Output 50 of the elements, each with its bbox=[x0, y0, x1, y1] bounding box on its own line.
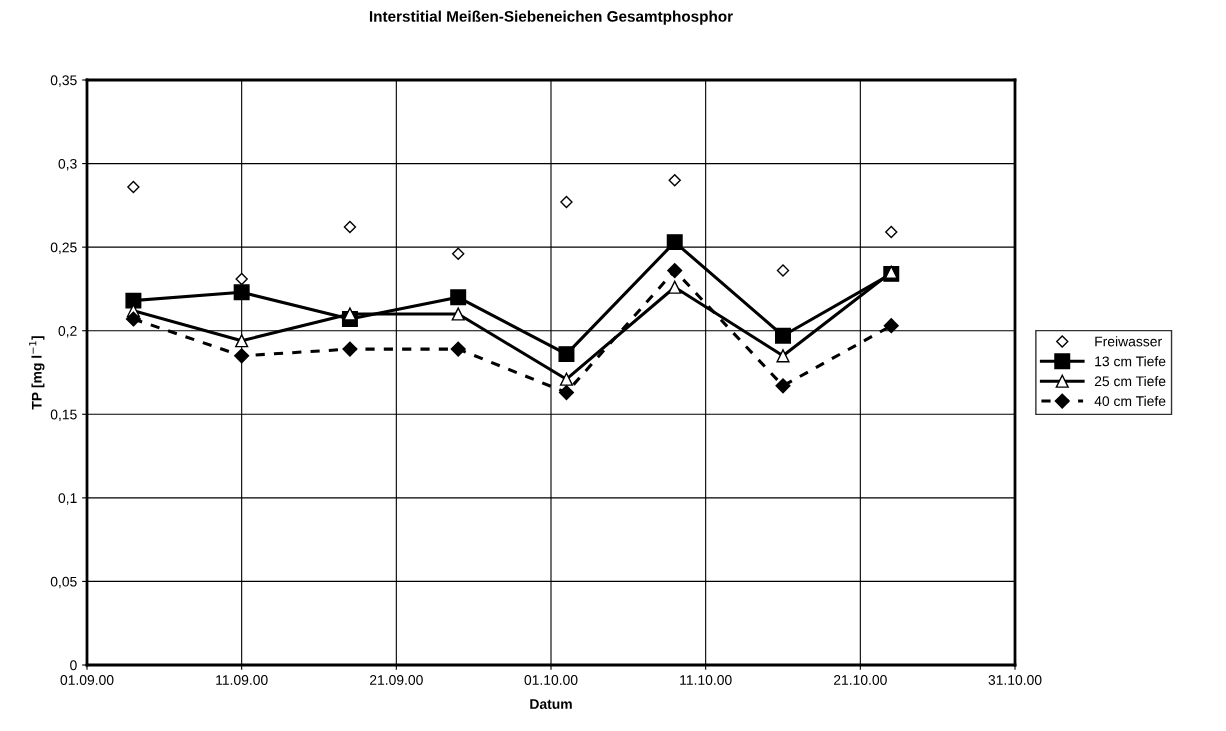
point bbox=[125, 292, 142, 309]
y-tick-label: 0,35 bbox=[50, 75, 77, 87]
point bbox=[558, 384, 575, 401]
point bbox=[776, 349, 790, 363]
point bbox=[560, 195, 573, 209]
point bbox=[235, 272, 248, 286]
point bbox=[343, 307, 357, 321]
chart-title: Interstitial Meißen-Siebeneichen Gesamtphosphor bbox=[369, 10, 733, 25]
x-tick-label: 11.10.00 bbox=[680, 675, 732, 685]
point bbox=[127, 180, 140, 194]
y-tick-label: 0,3 bbox=[58, 158, 77, 171]
y-tick-label: 0,2 bbox=[58, 326, 77, 338]
point bbox=[452, 247, 465, 261]
y-tick-label: 0,25 bbox=[50, 242, 77, 254]
point bbox=[233, 284, 250, 301]
point bbox=[343, 220, 357, 234]
point bbox=[125, 311, 141, 327]
y-tick-label: 0 bbox=[70, 660, 77, 671]
y-tick-label: 0,05 bbox=[50, 576, 77, 589]
point bbox=[883, 318, 899, 334]
x-tick-label: 11.09.00 bbox=[216, 675, 268, 685]
y-tick-label: 0,1 bbox=[58, 493, 77, 505]
legend-label: 25 cm Tiefe bbox=[1094, 375, 1166, 387]
point bbox=[558, 346, 575, 363]
x-tick-label: 21.10.00 bbox=[834, 675, 887, 685]
point bbox=[776, 264, 790, 277]
point bbox=[450, 289, 467, 306]
x-tick-label: 01.10.00 bbox=[524, 675, 578, 685]
point bbox=[775, 378, 791, 394]
point bbox=[559, 372, 574, 386]
point bbox=[668, 280, 682, 294]
point bbox=[775, 327, 791, 344]
point bbox=[235, 334, 249, 348]
legend-label: Freiwasser bbox=[1095, 336, 1162, 347]
point bbox=[234, 348, 250, 364]
point bbox=[342, 341, 358, 357]
point bbox=[668, 174, 681, 187]
point bbox=[450, 341, 466, 357]
x-tick-label: 01.09.00 bbox=[60, 675, 114, 685]
y-axis-title: TP [mg l$^{−1}$] bbox=[29, 336, 45, 410]
point bbox=[666, 234, 683, 251]
x-tick-label: 31.10.00 bbox=[988, 675, 1042, 685]
x-tick-label: 21.09.00 bbox=[370, 675, 423, 685]
legend-label: 13 cm Tiefe bbox=[1095, 356, 1166, 367]
point bbox=[451, 307, 465, 321]
point bbox=[885, 225, 898, 239]
point bbox=[667, 262, 683, 279]
legend-label: 40 cm Tiefe bbox=[1094, 395, 1166, 407]
y-tick-label: 0,15 bbox=[50, 409, 77, 422]
x-axis-title: Datum bbox=[530, 699, 572, 709]
